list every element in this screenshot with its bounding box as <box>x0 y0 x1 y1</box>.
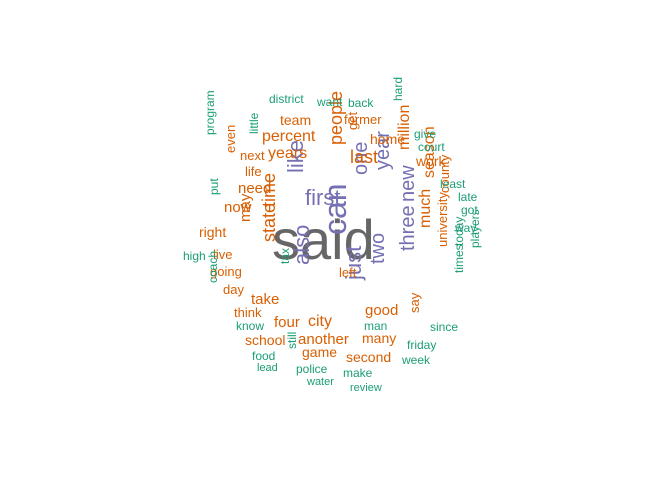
word-court: court <box>418 140 445 154</box>
word-least: least <box>440 177 466 191</box>
word-got: got <box>461 203 478 217</box>
word-good: good <box>365 302 399 319</box>
word-know: know <box>236 319 265 333</box>
word-back: back <box>348 96 374 110</box>
word-high: high <box>183 249 206 263</box>
word-percent: percent <box>262 128 316 145</box>
word-another: another <box>298 331 349 348</box>
word-say: say <box>407 292 422 313</box>
word-second: second <box>346 349 392 365</box>
word-make: make <box>343 366 373 380</box>
word-two: two <box>367 232 389 264</box>
word-right: right <box>199 224 227 240</box>
word-late: late <box>458 190 478 204</box>
word-said: said <box>272 208 375 271</box>
word-friday: friday <box>407 338 437 352</box>
word-hard: hard <box>391 76 405 101</box>
word-need: need <box>238 180 272 197</box>
word-left: left <box>339 265 357 280</box>
word-want: want <box>317 95 343 109</box>
word-years: years <box>268 145 308 162</box>
word-players: players <box>468 209 482 248</box>
word-even: even <box>223 124 238 153</box>
word-put: put <box>207 178 221 195</box>
word-today: today <box>452 216 466 246</box>
word-new: new <box>397 165 419 202</box>
word-way: way <box>455 221 477 235</box>
word-take: take <box>251 291 280 308</box>
word-life: life <box>245 164 262 179</box>
word-team: team <box>280 112 312 128</box>
word-live: live <box>213 247 233 262</box>
word-game: game <box>302 344 338 360</box>
word-now: now <box>224 199 252 216</box>
word-since: since <box>430 320 459 334</box>
word-may: may <box>237 193 254 222</box>
word-food: food <box>252 349 276 363</box>
word-police: police <box>296 362 328 376</box>
word-much: much <box>417 188 434 228</box>
word-work: work <box>416 153 446 169</box>
word-many: many <box>362 330 397 346</box>
word-still: still <box>285 331 299 349</box>
word-little: little <box>247 112 261 134</box>
word-city: city <box>308 313 332 330</box>
word-last: last <box>350 147 379 167</box>
word-lead: lead <box>257 362 278 374</box>
word-get: get <box>345 111 360 130</box>
word-university: university <box>435 192 450 247</box>
word-man: man <box>364 319 388 333</box>
word-first: first <box>305 185 341 210</box>
word-program: program <box>203 90 217 135</box>
word-four: four <box>274 314 300 331</box>
word-going: going <box>210 264 242 279</box>
word-home: home <box>370 131 406 147</box>
word-school: school <box>245 332 286 348</box>
word-give: give <box>414 127 437 141</box>
word-week: week <box>402 353 431 367</box>
word-day: day <box>223 282 244 297</box>
word-think: think <box>234 305 262 320</box>
word-former: former <box>344 112 382 127</box>
word-review: review <box>350 382 382 394</box>
word-next: next <box>240 148 265 163</box>
word-times: times <box>452 244 466 273</box>
word-state: state <box>259 202 279 242</box>
word-coach: coach <box>206 250 220 283</box>
word-three: three <box>397 205 419 251</box>
word-also: also <box>289 224 314 265</box>
word-district: district <box>269 92 304 106</box>
word-water: water <box>307 376 334 388</box>
word-tax: tax <box>278 247 292 264</box>
